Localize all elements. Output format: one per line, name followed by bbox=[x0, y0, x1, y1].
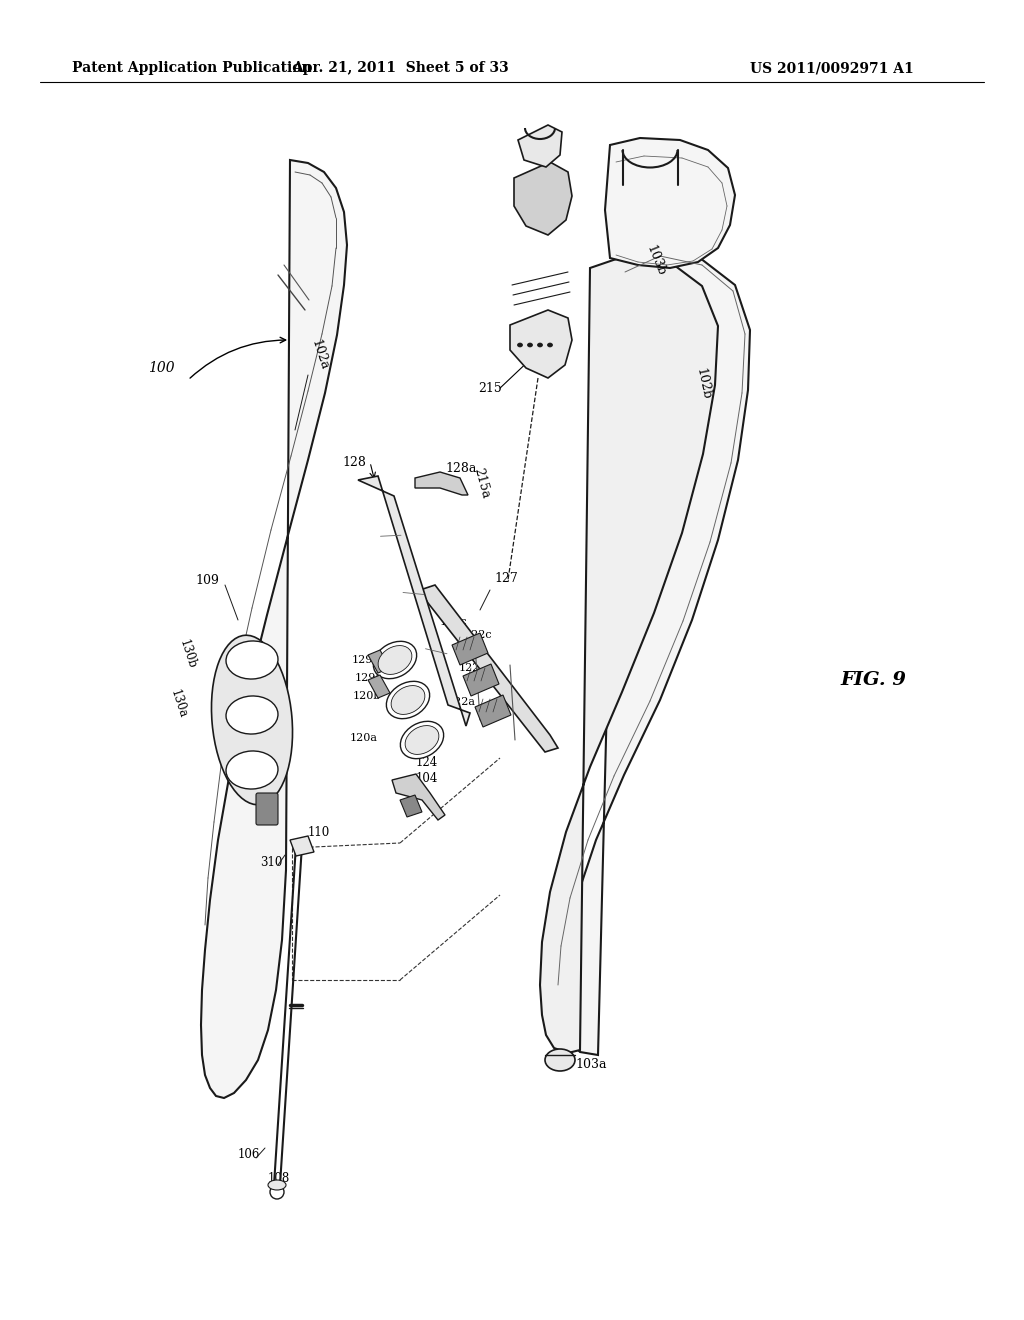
Text: 127: 127 bbox=[494, 572, 518, 585]
Ellipse shape bbox=[226, 642, 278, 678]
Ellipse shape bbox=[374, 642, 417, 678]
Text: 102b: 102b bbox=[693, 367, 713, 401]
Text: 130b: 130b bbox=[177, 638, 199, 671]
Polygon shape bbox=[605, 139, 735, 268]
Text: 106: 106 bbox=[238, 1148, 260, 1162]
Text: 100: 100 bbox=[148, 360, 175, 375]
Polygon shape bbox=[518, 125, 562, 168]
Ellipse shape bbox=[270, 1185, 284, 1199]
FancyBboxPatch shape bbox=[256, 793, 278, 825]
Text: 120b: 120b bbox=[353, 690, 382, 701]
Text: 215: 215 bbox=[478, 381, 502, 395]
Text: Patent Application Publication: Patent Application Publication bbox=[72, 61, 311, 75]
Text: 215a: 215a bbox=[472, 466, 493, 500]
Text: 128: 128 bbox=[342, 455, 366, 469]
Polygon shape bbox=[475, 696, 511, 727]
Polygon shape bbox=[540, 255, 718, 1053]
Text: 129a: 129a bbox=[352, 655, 380, 665]
Text: 122b: 122b bbox=[459, 663, 487, 673]
Ellipse shape bbox=[212, 635, 293, 805]
Polygon shape bbox=[452, 634, 488, 665]
Text: 103b: 103b bbox=[644, 244, 668, 279]
Polygon shape bbox=[420, 585, 558, 752]
Polygon shape bbox=[463, 664, 499, 696]
Text: 129b: 129b bbox=[355, 673, 384, 682]
Ellipse shape bbox=[268, 1180, 286, 1191]
Polygon shape bbox=[514, 162, 572, 235]
Text: Apr. 21, 2011  Sheet 5 of 33: Apr. 21, 2011 Sheet 5 of 33 bbox=[292, 61, 508, 75]
Text: 104: 104 bbox=[416, 771, 438, 784]
Polygon shape bbox=[392, 774, 445, 820]
Text: 110: 110 bbox=[308, 825, 331, 838]
Text: 103a: 103a bbox=[575, 1059, 606, 1072]
Text: 102a: 102a bbox=[309, 338, 331, 372]
Ellipse shape bbox=[517, 343, 522, 347]
Text: 109: 109 bbox=[195, 573, 219, 586]
Ellipse shape bbox=[545, 1049, 575, 1071]
Ellipse shape bbox=[400, 721, 443, 759]
Text: 130a: 130a bbox=[168, 688, 189, 719]
Text: 310: 310 bbox=[260, 855, 283, 869]
Text: 124: 124 bbox=[416, 755, 438, 768]
Ellipse shape bbox=[538, 343, 543, 347]
Polygon shape bbox=[560, 248, 750, 1055]
Ellipse shape bbox=[226, 696, 278, 734]
Polygon shape bbox=[290, 836, 314, 855]
Text: 120c: 120c bbox=[440, 616, 468, 627]
Polygon shape bbox=[368, 675, 390, 698]
Polygon shape bbox=[358, 477, 470, 726]
Text: FIG. 9: FIG. 9 bbox=[840, 671, 906, 689]
Ellipse shape bbox=[378, 645, 412, 675]
Text: 122c: 122c bbox=[465, 630, 493, 640]
Ellipse shape bbox=[527, 343, 532, 347]
Text: 122a: 122a bbox=[449, 697, 476, 708]
Ellipse shape bbox=[391, 685, 425, 714]
Text: US 2011/0092971 A1: US 2011/0092971 A1 bbox=[750, 61, 913, 75]
Ellipse shape bbox=[548, 343, 553, 347]
Text: 108: 108 bbox=[268, 1172, 290, 1184]
Polygon shape bbox=[201, 160, 347, 1098]
Polygon shape bbox=[415, 473, 468, 495]
Ellipse shape bbox=[406, 726, 439, 755]
Text: 128a: 128a bbox=[445, 462, 476, 474]
Ellipse shape bbox=[386, 681, 430, 718]
Polygon shape bbox=[368, 649, 390, 673]
Polygon shape bbox=[510, 310, 572, 378]
Text: 120a: 120a bbox=[350, 733, 378, 743]
Ellipse shape bbox=[226, 751, 278, 789]
Polygon shape bbox=[400, 795, 422, 817]
